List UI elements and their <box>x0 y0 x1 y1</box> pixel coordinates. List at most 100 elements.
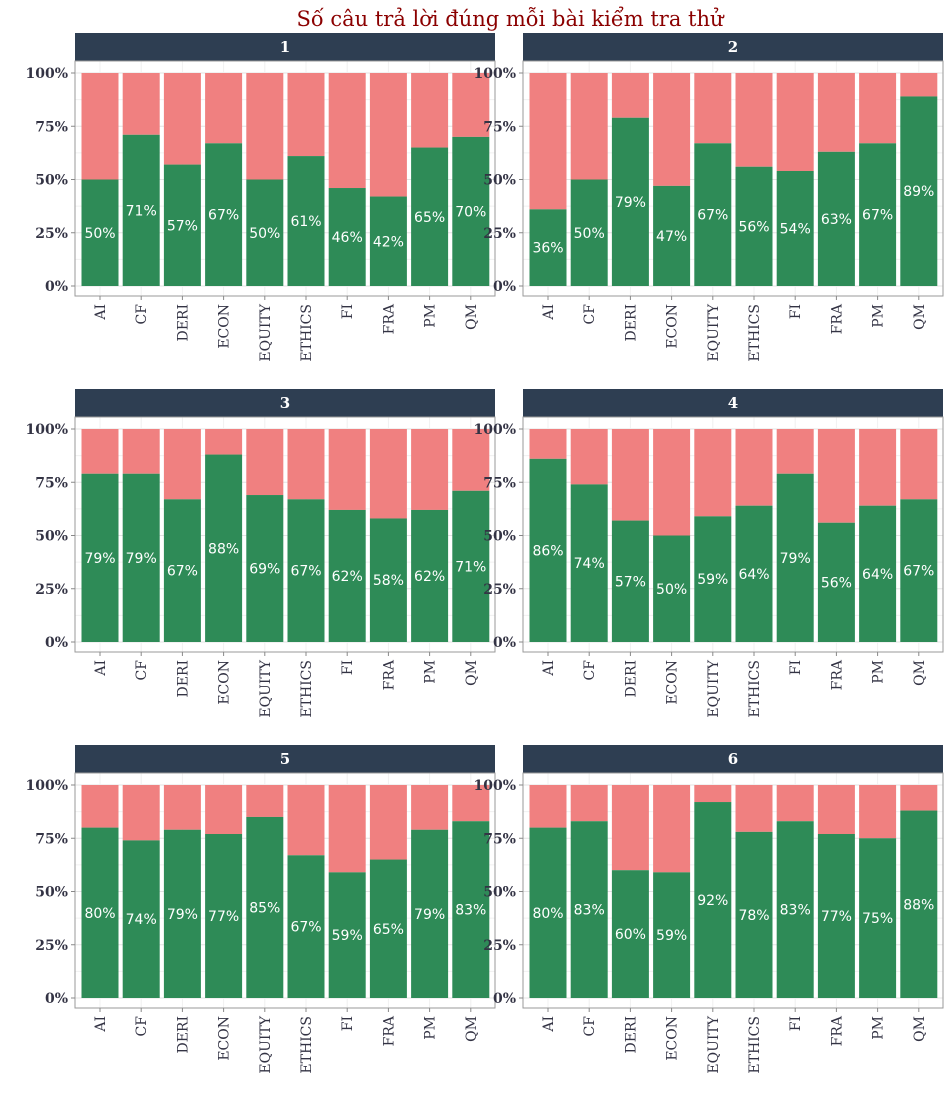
bar-incorrect <box>452 785 490 822</box>
bar-incorrect <box>817 785 855 834</box>
bar-correct <box>529 827 567 998</box>
bar-incorrect <box>859 429 897 506</box>
x-tick-label: ETHICS <box>299 660 315 718</box>
panel-strip <box>523 745 943 773</box>
x-tick-label: ECON <box>665 1016 681 1061</box>
bar-correct <box>452 821 490 998</box>
bar-incorrect <box>205 73 243 144</box>
x-tick-label: AI <box>93 660 109 677</box>
data-label: 59% <box>697 572 728 588</box>
bar-incorrect <box>205 429 243 455</box>
bar-incorrect <box>122 73 160 135</box>
panel-3: 3 0% 25% 50% 75% 100% 79% 79% 67% 88% 69% 67% 62% 58%… <box>25 389 496 718</box>
data-label: 64% <box>738 567 769 583</box>
panel-4: 4 0% 25% 50% 75% 100% 86% 74% 57% 50% 59% 64% 79% 56%… <box>473 389 944 718</box>
x-tick-label: AI <box>541 660 557 677</box>
y-tick-label: 50% <box>35 529 68 545</box>
x-tick-label: EQUITY <box>706 303 722 361</box>
x-tick-label: ECON <box>217 660 233 705</box>
bar-incorrect <box>735 785 773 832</box>
bar-correct <box>163 499 201 642</box>
bar-correct <box>328 509 366 642</box>
x-tick-label: PM <box>871 1016 887 1040</box>
data-label: 58% <box>373 573 404 589</box>
bar-correct <box>81 179 119 286</box>
bar-incorrect <box>411 73 449 148</box>
y-tick-label: 75% <box>35 831 68 847</box>
bar-correct <box>369 518 407 642</box>
x-tick-label: FRA <box>381 1015 397 1046</box>
x-tick-label: QM <box>912 1016 928 1042</box>
y-tick-label: 75% <box>35 475 68 491</box>
y-tick-label: 75% <box>35 119 68 135</box>
bar-incorrect <box>81 785 119 828</box>
data-label: 50% <box>84 226 115 242</box>
bar-correct <box>570 179 608 286</box>
bar-incorrect <box>694 429 732 517</box>
bar-correct <box>694 143 732 286</box>
data-label: 50% <box>656 582 687 598</box>
bar-incorrect <box>122 785 160 841</box>
panel-5: 50%25%50%75%100%80% 74% 79% 77%85%67%59% 65%… <box>25 745 496 1074</box>
bar-correct <box>411 509 449 642</box>
x-tick-label: DERI <box>175 660 191 698</box>
y-tick-label: 100% <box>25 66 68 82</box>
x-tick-label: EQUITY <box>258 659 274 717</box>
data-label: 61% <box>290 214 321 230</box>
y-tick-label: 25% <box>35 226 68 242</box>
bar-correct <box>205 143 243 286</box>
x-tick-label: CF <box>582 1016 598 1037</box>
bar-incorrect <box>776 785 814 822</box>
data-label: 83% <box>455 903 486 919</box>
bar-correct <box>900 96 938 287</box>
x-tick-label: AI <box>93 304 109 321</box>
x-tick-label: FI <box>340 304 356 319</box>
data-label: 67% <box>290 920 321 936</box>
panel-frame <box>522 60 944 297</box>
x-tick-label: ETHICS <box>747 660 763 718</box>
bar-correct <box>411 147 449 286</box>
panel-frame <box>522 772 944 1009</box>
bar-correct <box>287 499 325 642</box>
x-tick-label: ECON <box>217 1016 233 1061</box>
y-tick-label: 100% <box>25 422 68 438</box>
x-tick-label: ETHICS <box>299 304 315 362</box>
bar-correct <box>411 829 449 998</box>
panel-6: 60%25%50%75%100%80% 83%60% 59%92%78% 83% 77%… <box>473 745 944 1074</box>
x-tick-label: ETHICS <box>299 1016 315 1074</box>
bar-correct <box>246 816 284 998</box>
y-tick-label: 75% <box>483 831 516 847</box>
y-tick-label: 75% <box>483 119 516 135</box>
bar-incorrect <box>81 73 119 180</box>
bar-incorrect <box>570 73 608 180</box>
bar-incorrect <box>411 785 449 830</box>
data-label: 54% <box>780 221 811 237</box>
bar-incorrect <box>205 785 243 834</box>
panel-frame <box>74 60 496 297</box>
bar-incorrect <box>694 73 732 144</box>
data-label: 57% <box>167 218 198 234</box>
bar-correct <box>122 840 160 998</box>
bar-incorrect <box>246 73 284 180</box>
panel-2: 2 0% 25% 50% 75% 100% 36% 50% 79% 47% 67% 56% 54% 63%… <box>473 33 944 362</box>
x-tick-label: PM <box>423 660 439 684</box>
data-label: 88% <box>208 541 239 557</box>
bar-correct <box>81 473 119 642</box>
bar-correct <box>859 505 897 642</box>
data-label: 77% <box>821 909 852 925</box>
data-label: 57% <box>615 574 646 590</box>
bar-incorrect <box>776 429 814 474</box>
x-tick-label: EQUITY <box>706 1015 722 1073</box>
data-label: 67% <box>862 208 893 224</box>
data-label: 67% <box>290 564 321 580</box>
bar-correct <box>570 484 608 642</box>
x-tick-label: FI <box>788 304 804 319</box>
y-tick-label: 0% <box>493 635 516 651</box>
data-label: 50% <box>249 226 280 242</box>
bar-correct <box>369 859 407 998</box>
data-label: 36% <box>532 241 563 257</box>
bar-incorrect <box>570 785 608 822</box>
y-tick-label: 25% <box>483 938 516 954</box>
data-label: 67% <box>167 564 198 580</box>
bar-incorrect <box>900 73 938 97</box>
